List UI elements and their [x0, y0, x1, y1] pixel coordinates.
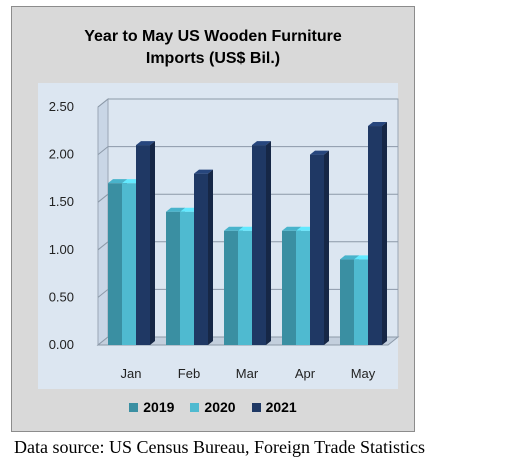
- bar: [252, 145, 266, 345]
- y-tick-label: 0.50: [49, 289, 74, 304]
- gridline-side: [97, 289, 109, 298]
- chart-title-line1: Year to May US Wooden Furniture: [84, 28, 342, 45]
- bar: [238, 230, 252, 345]
- bar-side: [266, 141, 271, 345]
- x-tick-label: Feb: [178, 366, 200, 381]
- x-tick-label: Mar: [236, 366, 259, 381]
- bar: [180, 211, 194, 345]
- bar: [108, 183, 122, 345]
- bar-side: [324, 150, 329, 345]
- legend-swatch: [190, 402, 200, 412]
- y-tick-label: 2.00: [49, 147, 74, 162]
- legend-label: 2020: [204, 399, 236, 415]
- gridline-side: [97, 98, 109, 108]
- gridline-side: [97, 146, 109, 155]
- bar-side: [150, 141, 155, 345]
- source-note: Data source: US Census Bureau, Foreign T…: [14, 437, 425, 457]
- bar-top: [310, 150, 329, 155]
- legend-label: 2021: [265, 399, 297, 415]
- legend-item: 2019: [129, 399, 174, 415]
- bar-top: [282, 226, 301, 231]
- bar: [136, 145, 150, 345]
- y-tick-label: 0.00: [49, 337, 74, 352]
- bar-side: [382, 122, 387, 345]
- gridline-side: [97, 193, 109, 203]
- chart-title-line2: Imports (US$ Bil.): [145, 50, 281, 67]
- x-tick-label: Apr: [295, 366, 316, 381]
- legend-item: 2021: [251, 399, 297, 415]
- bar: [296, 230, 310, 345]
- bar: [122, 183, 136, 345]
- bar-top: [136, 141, 155, 146]
- bar: [368, 126, 382, 345]
- bar: [282, 230, 296, 345]
- legend-swatch: [129, 402, 139, 412]
- bar: [166, 211, 180, 345]
- bar-top: [194, 169, 213, 174]
- bar-top: [108, 179, 127, 184]
- bar-chart: 0.00 0.50 1.00 1.50 2.00 2.50 Jan Feb Mar Apr May: [38, 83, 400, 389]
- y-tick-label: 1.00: [49, 242, 74, 257]
- x-tick-label: May: [351, 366, 376, 381]
- bar-top: [166, 207, 185, 212]
- bar-top: [368, 122, 387, 127]
- bar: [340, 259, 354, 345]
- bar: [194, 173, 208, 345]
- bar-side: [208, 169, 213, 345]
- bar: [354, 259, 368, 345]
- x-tick-label: Jan: [121, 366, 142, 381]
- y-tick-label: 1.50: [49, 194, 74, 209]
- legend-swatch: [251, 402, 261, 412]
- side-wall: [97, 97, 109, 347]
- bar-top: [252, 141, 271, 146]
- y-tick-label: 2.50: [49, 99, 74, 114]
- legend-label: 2019: [143, 399, 175, 415]
- chart-frame: Year to May US Wooden Furniture Imports …: [11, 6, 415, 432]
- legend-item: 2020: [190, 399, 236, 415]
- bar: [224, 230, 238, 345]
- bar-top: [340, 255, 359, 260]
- gridline-side: [97, 241, 109, 251]
- chart-legend: 2019 2020 2021: [12, 399, 414, 415]
- bar-top: [224, 226, 243, 231]
- bar: [310, 154, 324, 345]
